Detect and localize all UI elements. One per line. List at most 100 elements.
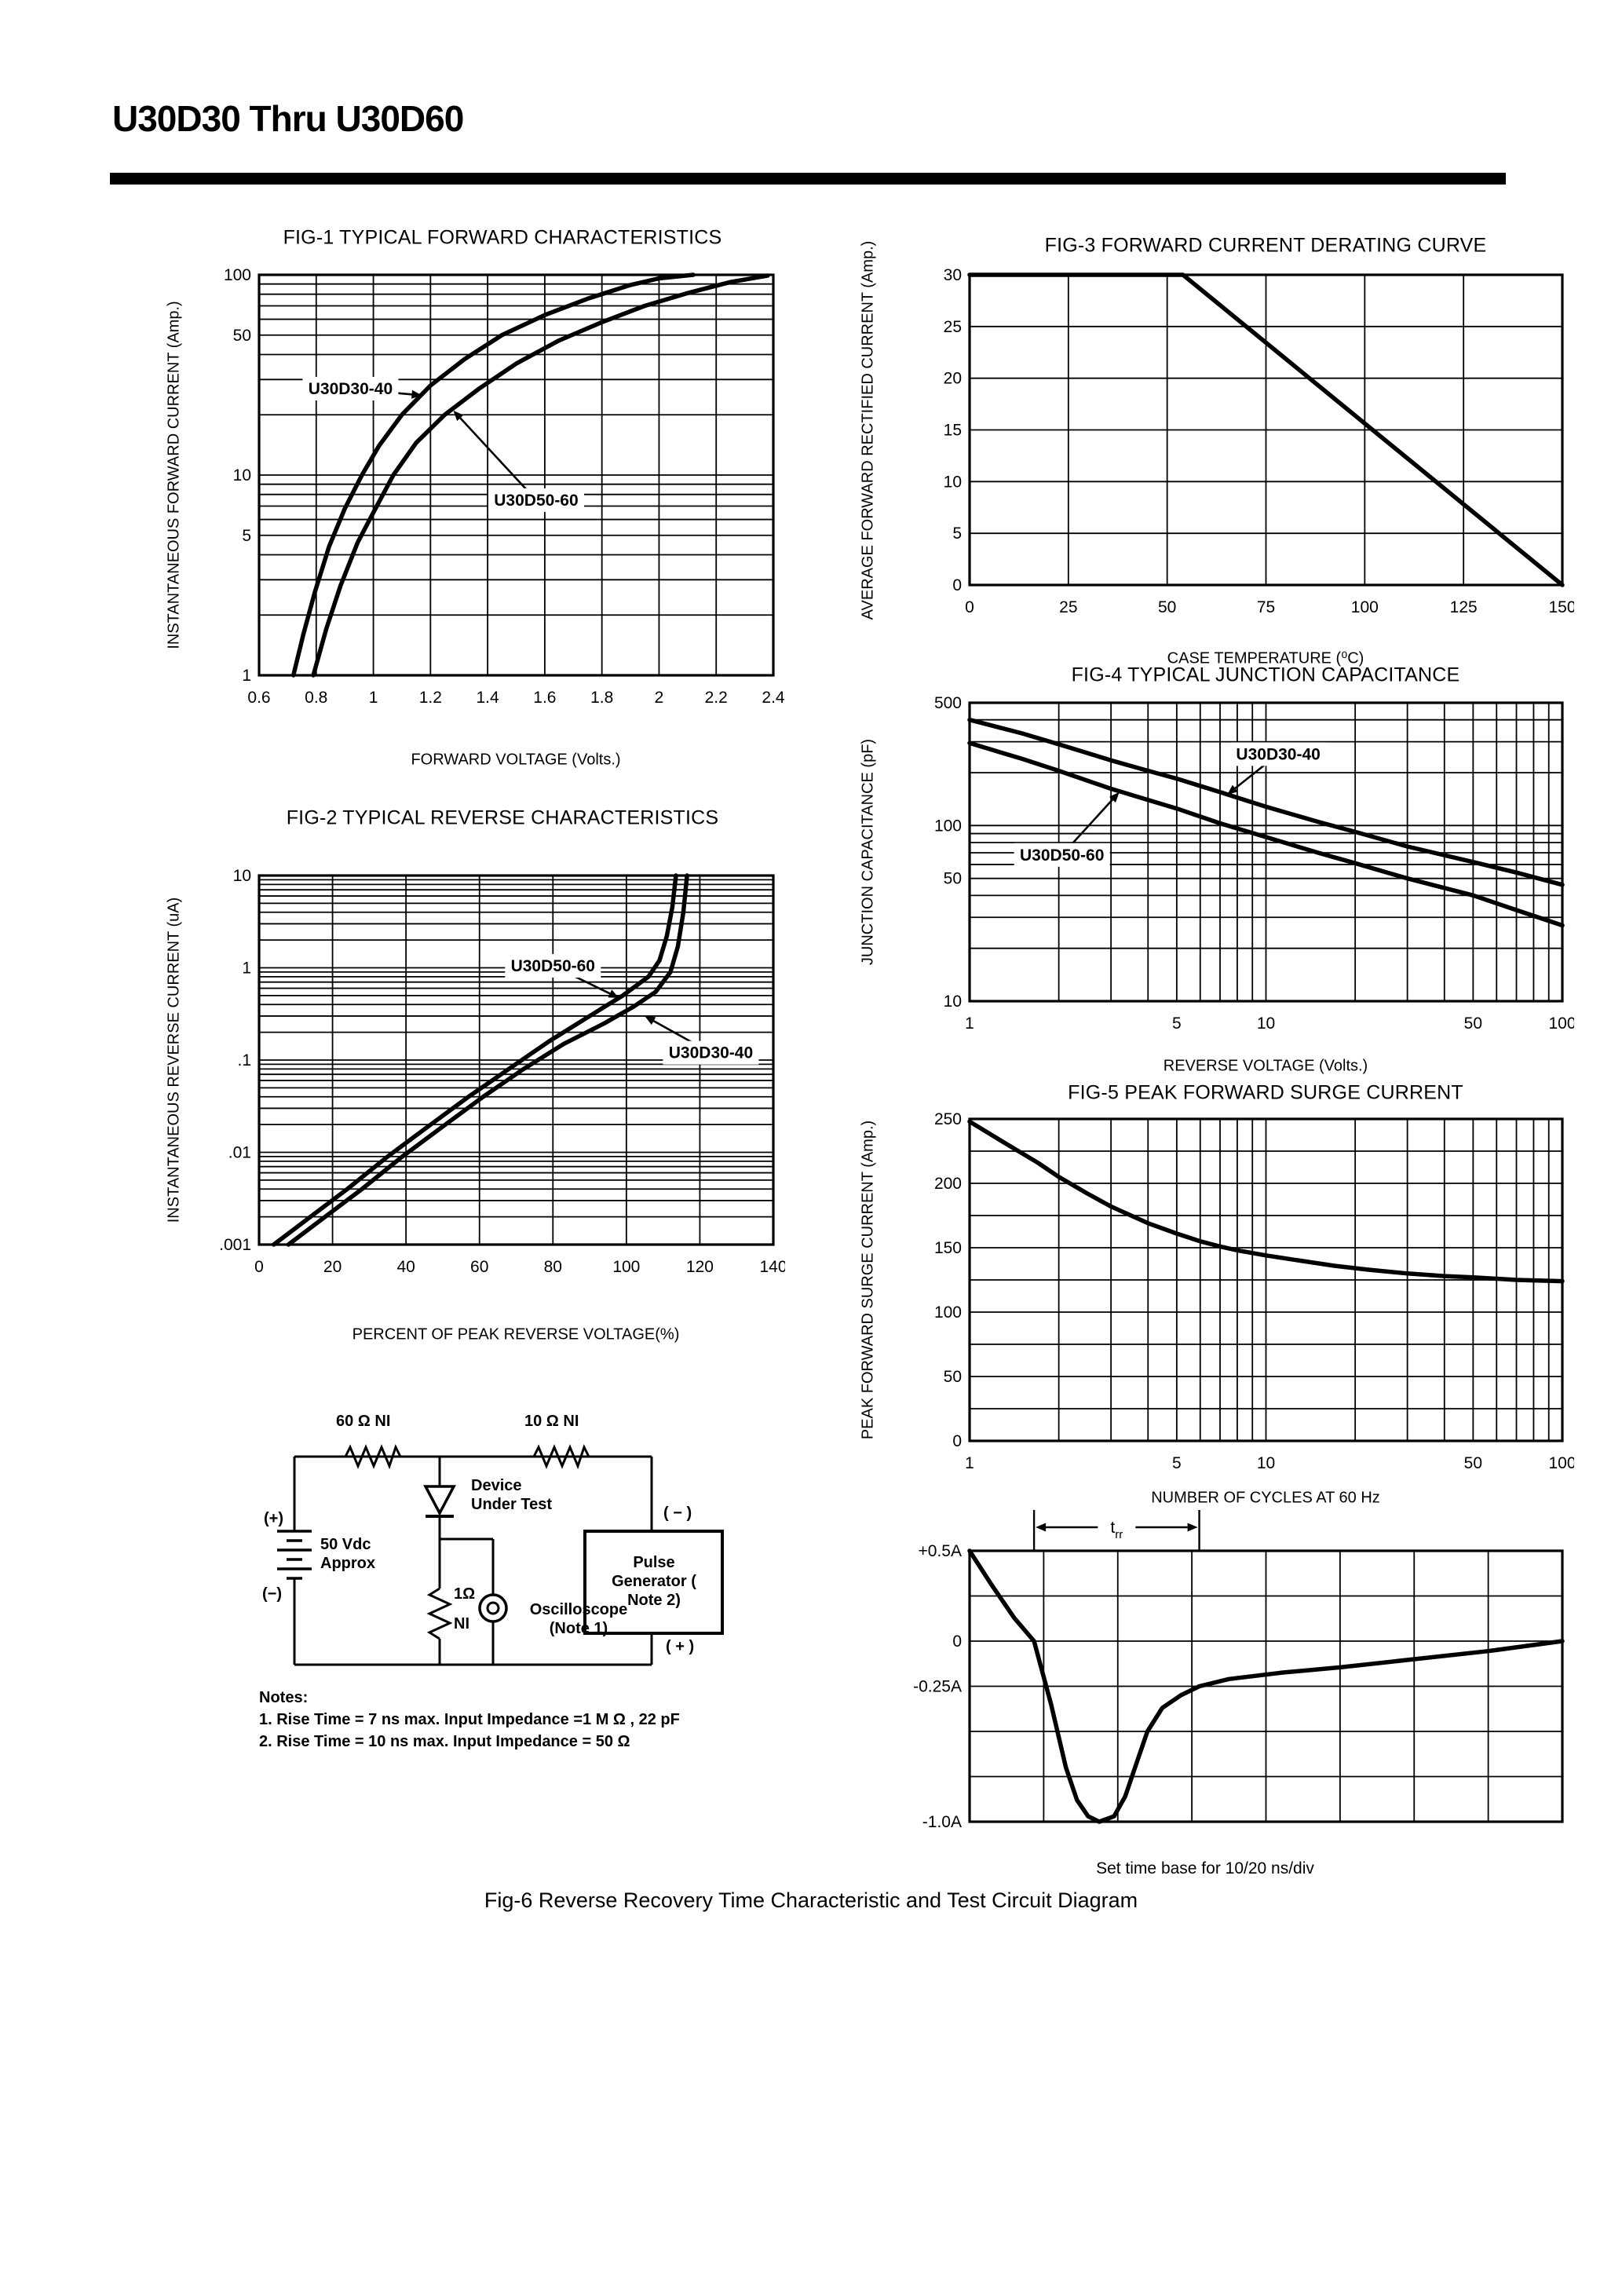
svg-text:10: 10: [233, 466, 251, 484]
notes-block: Notes: 1. Rise Time = 7 ns max. Input Im…: [259, 1687, 680, 1753]
fig6-waveform-plot: +0.5A 0 -0.25A -1.0A trr: [913, 1510, 1565, 1831]
svg-text:1.8: 1.8: [590, 689, 613, 707]
trr-annotation: trr: [1032, 1510, 1200, 1551]
resistor-1-ohm-label: 1Ω: [454, 1585, 476, 1603]
svg-text:0: 0: [254, 1258, 264, 1276]
svg-text:5: 5: [1172, 1454, 1182, 1472]
battery-symbol: [277, 1530, 312, 1580]
svg-text:20: 20: [323, 1258, 342, 1276]
svg-text:5: 5: [242, 527, 251, 545]
fig2-title: FIG-2 TYPICAL REVERSE CHARACTERISTICS: [286, 806, 719, 829]
gridlines: [969, 1118, 1563, 1442]
curve-U30D50-60: [967, 740, 1565, 928]
battery-plus-label: (+): [264, 1510, 283, 1527]
fig6-caption: Fig-6 Reverse Recovery Time Characterist…: [484, 1888, 1138, 1912]
timebase-note: Set time base for 10/20 ns/div: [1096, 1859, 1314, 1877]
svg-text:1.4: 1.4: [477, 689, 500, 707]
svg-text:50: 50: [1464, 1015, 1482, 1033]
svg-text:2.2: 2.2: [705, 689, 728, 707]
plot-border: [968, 701, 1564, 1003]
test-circuit-diagram: [277, 1444, 724, 1666]
svg-text:1: 1: [369, 689, 378, 707]
svg-text:1: 1: [965, 1454, 974, 1472]
svg-text:-1.0A: -1.0A: [922, 1813, 962, 1831]
svg-text:10: 10: [944, 473, 962, 491]
svg-text:125: 125: [1450, 598, 1478, 616]
curve-label-U30D30-40: U30D30-40: [669, 1044, 753, 1062]
svg-text:20: 20: [944, 370, 962, 388]
gridlines: [258, 274, 774, 676]
curve-derating: [967, 272, 1565, 587]
oscilloscope-symbol-inner: [486, 1601, 500, 1615]
svg-text:+0.5A: +0.5A: [919, 1542, 962, 1560]
pulse-generator-plus-label: ( + ): [666, 1638, 695, 1655]
svg-text:0: 0: [952, 1632, 962, 1651]
oscilloscope-label: Oscilloscope (Note 1): [529, 1601, 628, 1637]
pulse-generator-minus-label: ( − ): [663, 1504, 692, 1522]
svg-text:0: 0: [952, 1432, 962, 1450]
fig3-y-axis-label: AVERAGE FORWARD RECTIFIED CURRENT (Amp.): [859, 240, 877, 620]
svg-text:15: 15: [944, 422, 962, 440]
svg-text:50: 50: [944, 870, 962, 888]
svg-text:10: 10: [1257, 1015, 1275, 1033]
fig5-y-axis-label: PEAK FORWARD SURGE CURRENT (Amp.): [859, 1120, 877, 1440]
plot-border: [968, 1549, 1564, 1823]
fig4-title: FIG-4 TYPICAL JUNCTION CAPACITANCE: [1071, 664, 1460, 686]
fig1-y-axis-label: INSTANTANEOUS FORWARD CURRENT (Amp.): [165, 301, 183, 649]
svg-text:30: 30: [944, 266, 962, 284]
fig5-title: FIG-5 PEAK FORWARD SURGE CURRENT: [1068, 1081, 1463, 1104]
plot-border: [258, 874, 775, 1246]
svg-text:150: 150: [1548, 598, 1574, 616]
curve-U30D30-40: [967, 717, 1565, 887]
svg-text:1.6: 1.6: [533, 689, 556, 707]
resistor-10-ohm-label: 10 Ω NI: [524, 1413, 579, 1430]
svg-text:250: 250: [934, 1110, 962, 1128]
svg-text:150: 150: [934, 1239, 962, 1257]
curve-U30D50-60: [311, 273, 770, 678]
fig4-plot: 1 5 10 50 100 500 100 50 10 U30D30-40 U30D50-60: [934, 694, 1574, 1033]
pulse-generator-box: [583, 1530, 724, 1635]
note-2: 2. Rise Time = 10 ns max. Input Impedanc…: [259, 1733, 630, 1750]
svg-text:5: 5: [1172, 1015, 1182, 1033]
svg-text:0.8: 0.8: [305, 689, 327, 707]
svg-text:1.2: 1.2: [419, 689, 442, 707]
note-1: 1. Rise Time = 7 ns max. Input Impedance…: [259, 1711, 680, 1728]
svg-text:50: 50: [944, 1368, 962, 1386]
curve-label-U30D50-60: U30D50-60: [494, 492, 578, 510]
curve-label-U30D30-40: U30D30-40: [309, 380, 393, 398]
curve-label-U30D50-60: U30D50-60: [511, 957, 595, 975]
svg-text:0: 0: [965, 598, 974, 616]
svg-text:10: 10: [1257, 1454, 1275, 1472]
device-under-test-label: Device Under Test: [471, 1477, 552, 1513]
tick-labels: 0.6 0.8 1 1.2 1.4 1.6 1.8 2 2.2 2.4 100 50 10 5 1: [224, 266, 785, 707]
page-title: U30D30 Thru U30D60: [112, 98, 464, 139]
svg-text:1: 1: [242, 667, 251, 685]
fig5-plot: 1 5 10 50 100 250 200 150 100 50 0: [934, 1110, 1574, 1472]
fig4-x-axis-label: REVERSE VOLTAGE (Volts.): [1163, 1057, 1368, 1075]
fig2-y-axis-label: INSTANTANEOUS REVERSE CURRENT (uA): [165, 897, 183, 1223]
fig2-x-axis-label: PERCENT OF PEAK REVERSE VOLTAGE(%): [352, 1325, 680, 1344]
svg-text:60: 60: [470, 1258, 488, 1276]
gridlines: [969, 1550, 1563, 1823]
resistor-10-ohm: [532, 1444, 590, 1470]
svg-text:5: 5: [952, 525, 962, 543]
svg-text:100: 100: [1548, 1454, 1574, 1472]
svg-text:2: 2: [655, 689, 664, 707]
svg-text:.1: .1: [237, 1051, 251, 1069]
svg-text:0.6: 0.6: [247, 689, 270, 707]
svg-text:25: 25: [1059, 598, 1077, 616]
fig1-x-axis-label: FORWARD VOLTAGE (Volts.): [411, 751, 621, 769]
svg-text:.01: .01: [228, 1144, 251, 1162]
svg-text:50: 50: [1464, 1454, 1482, 1472]
title-rule: [110, 173, 1506, 185]
pulse-generator-label: Pulse Generator ( Note 2): [612, 1554, 696, 1609]
svg-text:100: 100: [934, 817, 962, 835]
oscilloscope-symbol: [478, 1593, 508, 1623]
curve-surge: [967, 1119, 1565, 1284]
svg-text:1: 1: [242, 960, 251, 978]
curve-label-U30D50-60: U30D50-60: [1020, 846, 1104, 865]
svg-text:0: 0: [952, 576, 962, 594]
svg-text:75: 75: [1257, 598, 1275, 616]
